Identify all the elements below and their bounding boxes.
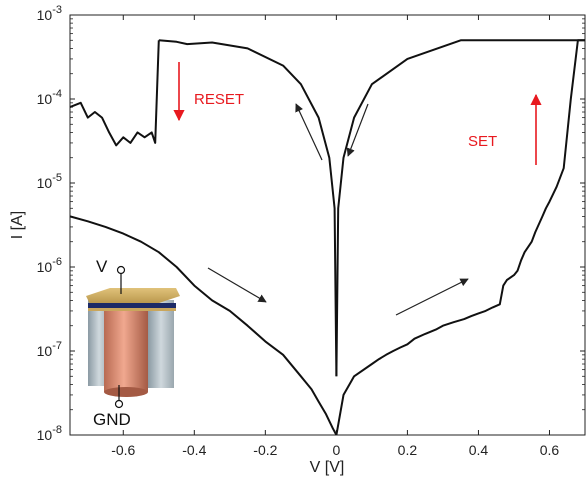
series-layer [69, 39, 585, 436]
x-axis-ticks: -0.6 -0.4 -0.2 0 0.2 0.4 0.6 [111, 15, 559, 458]
y-tick-label: 10-8 [37, 424, 62, 443]
plot-frame [69, 14, 586, 436]
inset-top-label: V [96, 257, 108, 276]
pillar-bottom [104, 387, 148, 397]
bottom-terminal [114, 399, 124, 409]
x-tick-label: -0.2 [253, 442, 277, 458]
x-tick-label: -0.4 [182, 442, 206, 458]
direction-arrow-right-upper [346, 103, 369, 157]
dielectric-stripe [88, 303, 176, 308]
y-tick-label: 10-3 [37, 4, 62, 23]
set-annotation: SET [468, 133, 497, 150]
y-tick-label: 10-6 [37, 256, 62, 275]
y-tick-label: 10-7 [37, 340, 62, 359]
metal-stripe [88, 308, 176, 311]
series-line-1 [335, 39, 585, 377]
pillar [104, 306, 148, 392]
top-cap [86, 288, 180, 304]
reset-annotation: RESET [194, 91, 244, 108]
direction-arrow-left-upper [295, 103, 323, 161]
x-tick-label: 0.4 [469, 442, 489, 458]
device-inset: V GND [84, 257, 184, 429]
y-tick-label: 10-5 [37, 172, 62, 191]
x-tick-label: 0 [332, 442, 340, 458]
series-line-4 [69, 215, 338, 436]
series-line-0 [335, 39, 585, 436]
x-axis-label: V [V] [310, 459, 345, 476]
series-line-2 [158, 39, 338, 377]
y-axis-ticks: 10-3 10-4 10-5 10-6 10-7 10-8 [37, 4, 585, 443]
x-tick-label: 0.2 [398, 442, 418, 458]
direction-arrow-left-lower [207, 267, 267, 303]
direction-arrow-right-lower [395, 278, 469, 316]
x-tick-label: -0.6 [111, 442, 135, 458]
inset-bottom-label: GND [93, 410, 131, 429]
top-terminal [116, 265, 126, 275]
x-tick-label: 0.6 [540, 442, 560, 458]
series-line-3 [69, 40, 160, 147]
y-axis-label: I [A] [9, 211, 26, 239]
y-tick-label: 10-4 [37, 88, 62, 107]
right-block [148, 300, 174, 388]
